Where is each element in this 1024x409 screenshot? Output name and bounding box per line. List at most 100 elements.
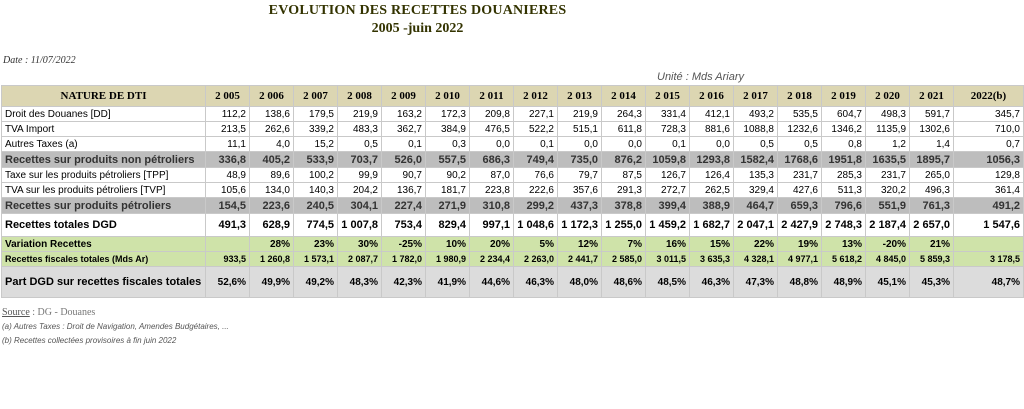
value-cell: 99,9 xyxy=(337,167,382,183)
value-cell: 41,9% xyxy=(425,266,470,298)
value-cell: 498,3 xyxy=(865,106,910,122)
value-cell: 1768,6 xyxy=(777,151,822,168)
value-cell: 7% xyxy=(601,236,646,252)
value-cell: 2 234,4 xyxy=(469,251,514,267)
value-cell: 47,3% xyxy=(733,266,778,298)
source-label: Source xyxy=(2,307,30,318)
value-cell: 1 260,8 xyxy=(249,251,294,267)
value-cell xyxy=(205,236,250,252)
value-cell: 361,4 xyxy=(953,182,1024,198)
value-cell: 997,1 xyxy=(469,213,514,237)
value-cell: 535,5 xyxy=(777,106,822,122)
value-cell: 87,0 xyxy=(469,167,514,183)
value-cell: 129,8 xyxy=(953,167,1024,183)
table-row: Recettes totales DGD 491,3 628,9 774,5 1 007… xyxy=(1,213,1024,237)
source-note: Source : DG - Douanes xyxy=(2,306,229,320)
value-cell: 399,4 xyxy=(645,197,690,214)
value-cell: 1 980,9 xyxy=(425,251,470,267)
header-row: NATURE DE DTI 2 005 2 006 2 007 2 008 2 009 2 … xyxy=(1,85,1024,107)
value-cell: 1293,8 xyxy=(689,151,734,168)
notes: Source : DG - Douanes (a) Autres Taxes :… xyxy=(2,306,229,348)
value-cell: 1 573,1 xyxy=(293,251,338,267)
value-cell: 87,5 xyxy=(601,167,646,183)
value-cell: 219,9 xyxy=(557,106,602,122)
value-cell: 231,7 xyxy=(777,167,822,183)
value-cell: 5 859,3 xyxy=(909,251,954,267)
value-cell: 48,8% xyxy=(777,266,822,298)
value-cell: 140,3 xyxy=(293,182,338,198)
value-cell: 16% xyxy=(645,236,690,252)
value-cell: 384,9 xyxy=(425,121,470,137)
header-label: NATURE DE DTI xyxy=(1,85,206,107)
value-cell: 20% xyxy=(469,236,514,252)
value-cell: 493,2 xyxy=(733,106,778,122)
value-cell: 0,0 xyxy=(689,136,734,152)
value-cell: 44,6% xyxy=(469,266,514,298)
value-cell: 105,6 xyxy=(205,182,250,198)
header-year: 2 017 xyxy=(733,85,778,107)
row-label: Recettes fiscales totales (Mds Ar) xyxy=(1,251,206,267)
value-cell: 331,4 xyxy=(645,106,690,122)
value-cell: 4 845,0 xyxy=(865,251,910,267)
value-cell: 557,5 xyxy=(425,151,470,168)
value-cell: 464,7 xyxy=(733,197,778,214)
value-cell: 405,2 xyxy=(249,151,294,168)
value-cell: 0,1 xyxy=(645,136,690,152)
value-cell: 2 441,7 xyxy=(557,251,602,267)
value-cell: 3 635,3 xyxy=(689,251,734,267)
value-cell: 515,1 xyxy=(557,121,602,137)
value-cell: 2 263,0 xyxy=(513,251,558,267)
value-cell: 1,2 xyxy=(865,136,910,152)
table-row: Recettes sur produits pétroliers 154,5 223… xyxy=(1,197,1024,214)
value-cell: -20% xyxy=(865,236,910,252)
row-label: Droit des Douanes [DD] xyxy=(1,106,206,122)
value-cell: 774,5 xyxy=(293,213,338,237)
value-cell: 48,6% xyxy=(601,266,646,298)
value-cell: 329,4 xyxy=(733,182,778,198)
value-cell: 222,6 xyxy=(513,182,558,198)
value-cell: 262,5 xyxy=(689,182,734,198)
table-row: Recettes sur produits non pétroliers 336,… xyxy=(1,151,1024,168)
table-row: Part DGD sur recettes fiscales totales 52… xyxy=(1,266,1024,298)
value-cell: 2 047,1 xyxy=(733,213,778,237)
note-b: (b) Recettes collectées provisoires à fi… xyxy=(2,336,177,345)
value-cell: 19% xyxy=(777,236,822,252)
value-cell: 11,1 xyxy=(205,136,250,152)
table-row: Droit des Douanes [DD] 112,2 138,6 179,5 219… xyxy=(1,106,1024,122)
value-cell: 551,9 xyxy=(865,197,910,214)
value-cell: 1 782,0 xyxy=(381,251,426,267)
value-cell: 154,5 xyxy=(205,197,250,214)
value-cell: 735,0 xyxy=(557,151,602,168)
header-year: 2 016 xyxy=(689,85,734,107)
value-cell: 15% xyxy=(689,236,734,252)
value-cell: 272,7 xyxy=(645,182,690,198)
value-cell: 28% xyxy=(249,236,294,252)
value-cell: 179,5 xyxy=(293,106,338,122)
header-year: 2 020 xyxy=(865,85,910,107)
value-cell: 42,3% xyxy=(381,266,426,298)
row-label: Variation Recettes xyxy=(1,236,206,252)
header-year: 2 012 xyxy=(513,85,558,107)
value-cell: 591,7 xyxy=(909,106,954,122)
value-cell: 796,6 xyxy=(821,197,866,214)
value-cell: 291,3 xyxy=(601,182,646,198)
value-cell: 533,9 xyxy=(293,151,338,168)
value-cell: 686,3 xyxy=(469,151,514,168)
value-cell: 3 011,5 xyxy=(645,251,690,267)
value-cell: 209,8 xyxy=(469,106,514,122)
value-cell: 48,0% xyxy=(557,266,602,298)
header-year: 2 011 xyxy=(469,85,514,107)
value-cell: 628,9 xyxy=(249,213,294,237)
value-cell: 604,7 xyxy=(821,106,866,122)
header-year: 2 018 xyxy=(777,85,822,107)
value-cell: 1 048,6 xyxy=(513,213,558,237)
value-cell: 1 547,6 xyxy=(953,213,1024,237)
table-row: Variation Recettes 28% 23% 30% -25% 10% 20% 5% 1… xyxy=(1,236,1024,252)
value-cell: 227,1 xyxy=(513,106,558,122)
value-cell: 262,6 xyxy=(249,121,294,137)
value-cell: 231,7 xyxy=(865,167,910,183)
value-cell: 1056,3 xyxy=(953,151,1024,168)
row-label: TVA sur les produits pétroliers [TVP] xyxy=(1,182,206,198)
value-cell: 46,3% xyxy=(513,266,558,298)
value-cell: 48,9 xyxy=(205,167,250,183)
